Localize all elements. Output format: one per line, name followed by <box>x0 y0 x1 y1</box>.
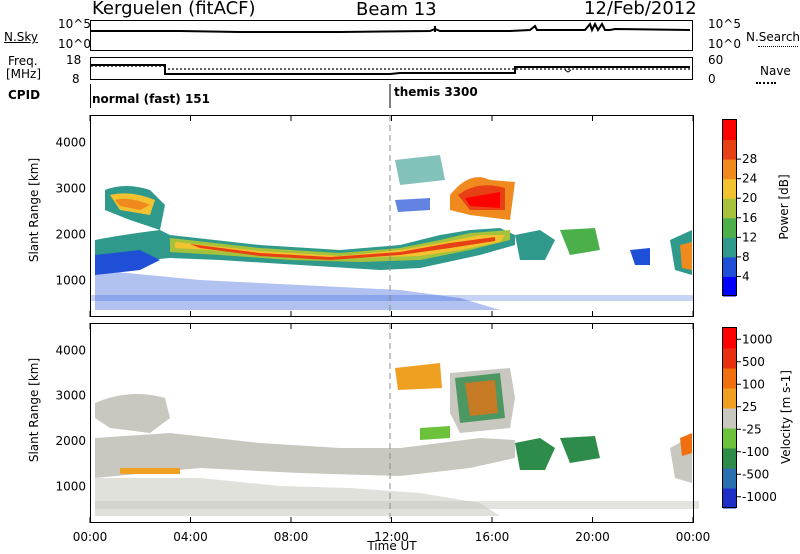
power-ylabel: Slant Range [km] <box>27 158 41 262</box>
cpid-label: CPID <box>8 88 41 102</box>
power-colorbar-segment <box>723 159 736 180</box>
noise-left-tick-top: 10^5 <box>58 17 91 31</box>
noise-left-tick-bottom: 10^0 <box>58 37 91 51</box>
velocity-colorbar-tick-label: -500 <box>742 467 769 481</box>
velocity-colorbar-segment <box>723 368 736 389</box>
noise-search-label: N.Search <box>746 30 800 44</box>
velocity-colorbar-label: Velocity [m s-1] <box>779 370 793 464</box>
power-heatmap <box>90 115 694 317</box>
velocity-ytick-label: 4000 <box>55 343 86 357</box>
velocity-xtick-labels: 00:00 04:00 08:00 12:00 16:00 20:00 00:00 <box>73 323 711 544</box>
freq-label: Freq. <box>8 54 38 68</box>
power-ytick-label: 1000 <box>55 273 86 287</box>
noise-right-tick-bottom: 10^0 <box>708 37 741 51</box>
velocity-colorbar-segment <box>723 428 736 449</box>
velocity-xtick-label: 08:00 <box>274 530 309 544</box>
power-ytick-label: 4000 <box>55 136 86 150</box>
velocity-xtick-label: 12:00 <box>374 530 409 544</box>
nave-tick-bottom: 0 <box>708 72 716 86</box>
power-colorbar-tick-label: 24 <box>742 172 757 186</box>
power-colorbar-tick-label: 8 <box>742 250 750 264</box>
power-colorbar-tick-label: 4 <box>742 269 750 283</box>
cpid-program-1: normal (fast) 151 <box>92 92 210 106</box>
power-colorbar-segment <box>723 198 736 219</box>
velocity-colorbar-tick-label: -25 <box>742 422 762 436</box>
power-ytick-label: 3000 <box>55 181 86 195</box>
velocity-xtick-label: 20:00 <box>575 530 610 544</box>
station-title: Kerguelen (fitACF) <box>92 0 256 19</box>
nave-label: Nave <box>760 64 791 78</box>
velocity-ytick-labels: 1000 2000 3000 4000 <box>55 343 693 494</box>
velocity-colorbar-segment <box>723 348 736 369</box>
velocity-colorbar-tick-label: -100 <box>742 445 769 459</box>
velocity-xtick-label: 04:00 <box>173 530 208 544</box>
power-colorbar: 4 8 12 16 20 24 28 Power [dB] <box>722 119 791 297</box>
velocity-xtick-label: 00:00 <box>73 530 108 544</box>
velocity-colorbar-tick-label: 1000 <box>742 332 773 346</box>
velocity-colorbar-tick-label: 100 <box>742 377 765 391</box>
velocity-colorbar-tick-label: 500 <box>742 355 765 369</box>
power-ytick-labels: 1000 2000 3000 4000 <box>55 136 693 287</box>
velocity-colorbar-tick-label: 25 <box>742 400 757 414</box>
velocity-colorbar-segment <box>723 408 736 429</box>
velocity-colorbar-segment <box>723 328 736 349</box>
power-xtick-marks <box>89 115 694 317</box>
cpid-panel <box>90 84 391 108</box>
power-colorbar-segment <box>723 178 736 199</box>
freq-tick-bottom: 8 <box>72 72 80 86</box>
power-colorbar-segment <box>723 139 736 160</box>
freq-unit-label: [MHz] <box>6 67 42 81</box>
velocity-ytick-label: 2000 <box>55 434 86 448</box>
velocity-colorbar-segment <box>723 488 736 509</box>
power-colorbar-segment <box>723 237 736 258</box>
velocity-ylabel: Slant Range [km] <box>27 358 41 462</box>
noise-sky-label: N.Sky <box>4 30 39 44</box>
velocity-colorbar-segment <box>723 388 736 409</box>
power-colorbar-tick-label: 28 <box>742 152 757 166</box>
velocity-colorbar-segment <box>723 448 736 469</box>
velocity-colorbar-segment <box>723 468 736 489</box>
power-colorbar-tick-label: 12 <box>742 230 757 244</box>
velocity-xlabel: Time UT <box>366 539 417 553</box>
noise-search-legend <box>758 46 798 47</box>
cpid-program-2: themis 3300 <box>394 85 478 99</box>
freq-panel-plot <box>90 57 693 80</box>
velocity-ytick-label: 1000 <box>55 480 86 494</box>
velocity-colorbar: 1000 500 100 25 -25 -100 -500 -1000 Velocity [m… <box>722 327 793 509</box>
nave-tick-top: 60 <box>708 53 724 67</box>
power-colorbar-label: Power [dB] <box>777 174 791 239</box>
velocity-xtick-label: 00:00 <box>676 530 711 544</box>
nave-legend <box>756 82 776 84</box>
power-colorbar-tick-label: 16 <box>742 211 757 225</box>
noise-right-tick-top: 10^5 <box>708 17 741 31</box>
freq-tick-top: 18 <box>66 53 82 67</box>
power-colorbar-segment <box>723 217 736 238</box>
velocity-ytick-label: 3000 <box>55 389 86 403</box>
date-title: 12/Feb/2012 <box>584 0 697 19</box>
velocity-xtick-label: 16:00 <box>475 530 510 544</box>
power-colorbar-tick-label: 20 <box>742 191 757 205</box>
velocity-colorbar-tick-label: -1000 <box>742 490 777 504</box>
velocity-heatmap <box>90 323 699 523</box>
noise-panel-plot <box>90 20 693 51</box>
power-ytick-label: 2000 <box>55 227 86 241</box>
power-panel: Slant Range [km] 1000 2000 3000 4000 <box>27 115 694 317</box>
beam-title: Beam 13 <box>356 0 437 20</box>
power-colorbar-segment <box>723 276 736 297</box>
power-colorbar-segment <box>723 120 736 141</box>
power-colorbar-segment <box>723 256 736 277</box>
